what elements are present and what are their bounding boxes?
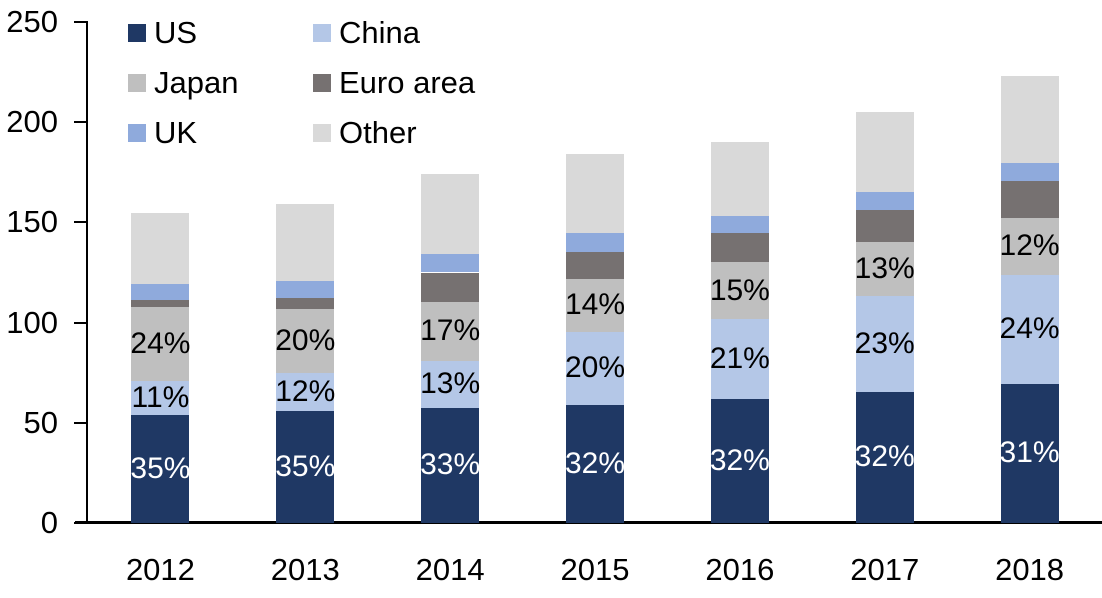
- y-tick-label-50: 50: [23, 404, 58, 440]
- bar-segment-2017-uk: [855, 192, 914, 211]
- y-tick-label-0: 0: [40, 505, 58, 540]
- x-tick-label-2013: 2013: [270, 552, 340, 587]
- bar-label-2016-japan: 15%: [709, 273, 770, 307]
- x-tick-label-2012: 2012: [125, 552, 195, 587]
- legend-swatch-euro-area: [313, 74, 331, 92]
- bar-segment-2014-china: [421, 360, 480, 408]
- y-tick-label-200: 200: [6, 104, 58, 140]
- legend-label-china: China: [339, 15, 420, 50]
- bar-segment-2013-us: [276, 410, 335, 523]
- bar-segment-2013-other: [276, 204, 335, 281]
- bar-segment-2018-euro-area: [1000, 181, 1059, 219]
- x-tick-label-2015: 2015: [560, 552, 630, 587]
- bar-segment-2017-china: [855, 295, 914, 392]
- bar-segment-2017-euro-area: [855, 210, 914, 243]
- x-tick-label-2016: 2016: [705, 552, 775, 587]
- legend-swatch-us: [128, 24, 146, 42]
- bar-segment-2014-uk: [421, 254, 480, 273]
- legend-label-us: US: [154, 15, 198, 50]
- bar-segment-2013-japan: [276, 308, 335, 373]
- bar-segment-2013-china: [276, 372, 335, 411]
- y-tick-mark-150: [74, 221, 88, 224]
- bar-label-2014-china: 13%: [420, 367, 481, 401]
- bar-segment-2015-china: [566, 331, 624, 405]
- bar-label-2016-us: 32%: [709, 443, 770, 477]
- bar-segment-2016-china: [710, 318, 769, 399]
- bar-label-2012-us: 35%: [130, 451, 191, 485]
- y-axis-line: [86, 22, 88, 523]
- bar-label-2013-us: 35%: [275, 449, 336, 483]
- bar-segment-2013-euro-area: [276, 297, 335, 309]
- legend-label-japan: Japan: [154, 65, 239, 100]
- x-tick-label-2014: 2014: [415, 552, 485, 587]
- bar-label-2014-us: 33%: [420, 448, 481, 482]
- y-tick-mark-250: [74, 21, 88, 23]
- y-tick-label-150: 150: [6, 204, 58, 240]
- bar-label-2017-us: 32%: [854, 440, 915, 474]
- bar-segment-2017-other: [855, 112, 914, 193]
- bar-segment-2012-other: [131, 213, 190, 284]
- bar-segment-2014-japan: [421, 301, 480, 361]
- bar-segment-2014-other: [421, 174, 480, 255]
- bar-segment-2016-euro-area: [710, 233, 769, 263]
- bar-segment-2018-china: [1000, 274, 1059, 384]
- legend-swatch-uk: [128, 124, 146, 142]
- bar-label-2013-china: 12%: [275, 374, 336, 408]
- bar-segment-2015-other: [566, 154, 624, 234]
- bar-segment-2013-uk: [276, 280, 335, 298]
- bar-segment-2015-euro-area: [566, 252, 624, 279]
- y-tick-label-100: 100: [6, 304, 58, 340]
- bar-label-2017-china: 23%: [854, 326, 915, 360]
- bar-label-2015-us: 32%: [564, 446, 626, 480]
- bar-segment-2018-us: [1000, 383, 1059, 523]
- x-tick-label-2018: 2018: [995, 552, 1065, 587]
- y-tick-mark-50: [74, 421, 88, 424]
- legend-swatch-china: [313, 24, 331, 42]
- legend-swatch-other: [313, 124, 331, 142]
- bar-segment-2016-other: [710, 142, 769, 217]
- bar-segment-2012-japan: [131, 306, 190, 381]
- bar-label-2018-us: 31%: [999, 436, 1060, 470]
- bar-segment-2015-uk: [566, 233, 624, 253]
- bar-segment-2012-china: [131, 380, 190, 415]
- bar-label-2015-china: 20%: [564, 351, 626, 385]
- y-tick-mark-200: [74, 121, 88, 124]
- bar-segment-2016-us: [710, 398, 769, 523]
- bar-label-2017-japan: 13%: [854, 251, 915, 285]
- bar-label-2012-china: 11%: [131, 380, 190, 414]
- bar-label-2015-japan: 14%: [564, 288, 626, 322]
- bar-label-2018-japan: 12%: [999, 229, 1060, 263]
- bar-segment-2018-japan: [1000, 218, 1059, 275]
- bar-label-2014-japan: 17%: [420, 314, 481, 348]
- bar-segment-2014-us: [421, 407, 480, 523]
- bar-segment-2017-japan: [855, 242, 914, 296]
- y-tick-mark-100: [74, 321, 88, 324]
- bar-label-2018-china: 24%: [999, 312, 1060, 346]
- bar-label-2016-china: 21%: [709, 341, 770, 375]
- bar-label-2013-japan: 20%: [275, 323, 336, 357]
- bar-segment-2016-japan: [710, 262, 769, 319]
- y-tick-label-250: 250: [6, 4, 58, 39]
- bar-segment-2012-us: [131, 414, 190, 523]
- bar-segment-2014-euro-area: [421, 272, 480, 302]
- legend-label-other: Other: [339, 115, 417, 150]
- legend-label-uk: UK: [154, 115, 198, 150]
- x-tick-label-2017: 2017: [850, 552, 920, 587]
- bar-segment-2012-uk: [131, 283, 190, 300]
- legend-swatch-japan: [128, 74, 146, 92]
- bar-segment-2015-japan: [566, 278, 624, 332]
- bar-segment-2017-us: [855, 391, 914, 523]
- legend-label-euro-area: Euro area: [339, 65, 476, 100]
- bar-segment-2016-uk: [710, 216, 769, 234]
- bar-segment-2012-euro-area: [131, 299, 190, 307]
- bar-label-2012-japan: 24%: [130, 326, 191, 360]
- y-tick-mark-0: [74, 522, 88, 524]
- bar-segment-2018-other: [1000, 76, 1059, 164]
- bar-segment-2018-uk: [1000, 163, 1059, 182]
- bar-segment-2015-us: [566, 404, 624, 523]
